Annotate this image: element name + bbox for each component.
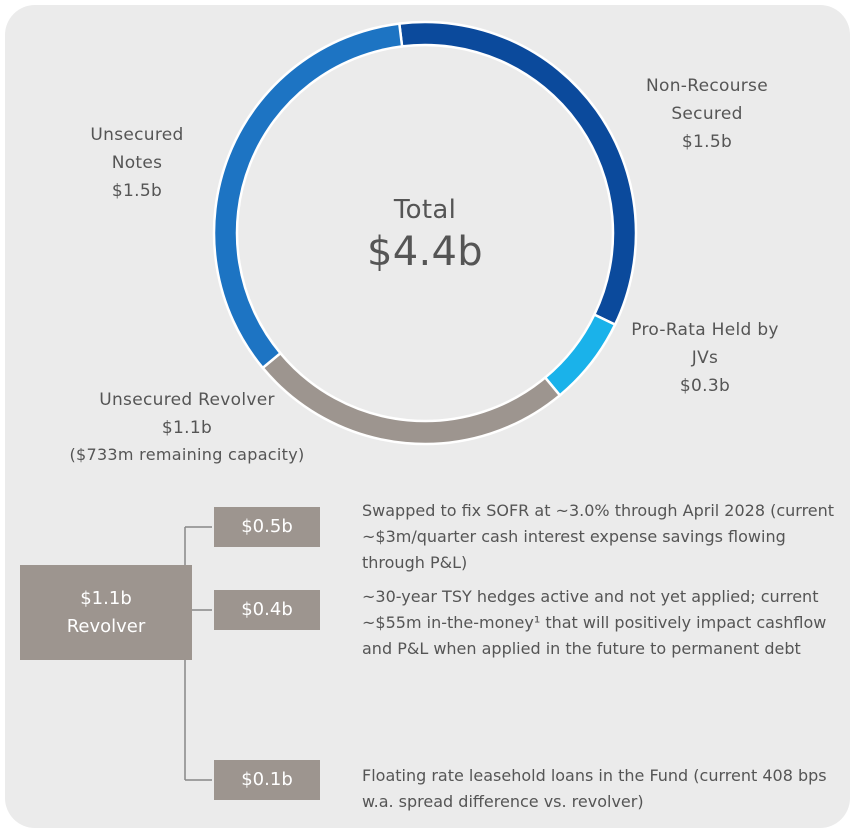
value-label: $1.5b bbox=[111, 181, 163, 201]
slice-label: Unsecured Revolver $1.1b ($733m remaining … bbox=[37, 386, 337, 468]
slice-label: Pro-Rata Held by JVs $0.3b bbox=[620, 316, 790, 400]
amount: $1.1b bbox=[80, 587, 132, 609]
item-text: ~30-year TSY hedges active and not yet a… bbox=[362, 587, 827, 658]
value-label: $1.1b bbox=[161, 418, 213, 438]
category: Unsecured Notes bbox=[90, 125, 184, 173]
category: Non-Recourse Secured bbox=[646, 76, 768, 124]
category: Unsecured Revolver bbox=[99, 390, 275, 410]
value-label: $1.5b bbox=[681, 132, 733, 152]
donut-slice bbox=[543, 312, 617, 398]
item-box: $0.5b bbox=[214, 507, 320, 547]
label: Revolver bbox=[66, 615, 146, 637]
slice-label: Non-Recourse Secured $1.5b bbox=[627, 72, 787, 156]
item-text: Floating rate leasehold loans in the Fun… bbox=[362, 766, 827, 811]
item-box: $0.4b bbox=[214, 590, 320, 630]
item-text: Swapped to fix SOFR at ~3.0% through Apr… bbox=[362, 501, 835, 572]
donut-slice bbox=[212, 22, 404, 370]
item-box: $0.1b bbox=[214, 760, 320, 800]
value-label: $0.3b bbox=[679, 376, 731, 396]
center-title: Total bbox=[393, 195, 457, 225]
donut-slice bbox=[397, 20, 638, 327]
panel bbox=[5, 5, 850, 828]
annotation: ($733m remaining capacity) bbox=[69, 445, 305, 464]
slice-label: Unsecured Notes $1.5b bbox=[77, 121, 197, 205]
center-value: $4.4b bbox=[367, 229, 483, 275]
category: Pro-Rata Held by JVs bbox=[631, 320, 779, 368]
root-box: $1.1b Revolver bbox=[20, 565, 192, 660]
